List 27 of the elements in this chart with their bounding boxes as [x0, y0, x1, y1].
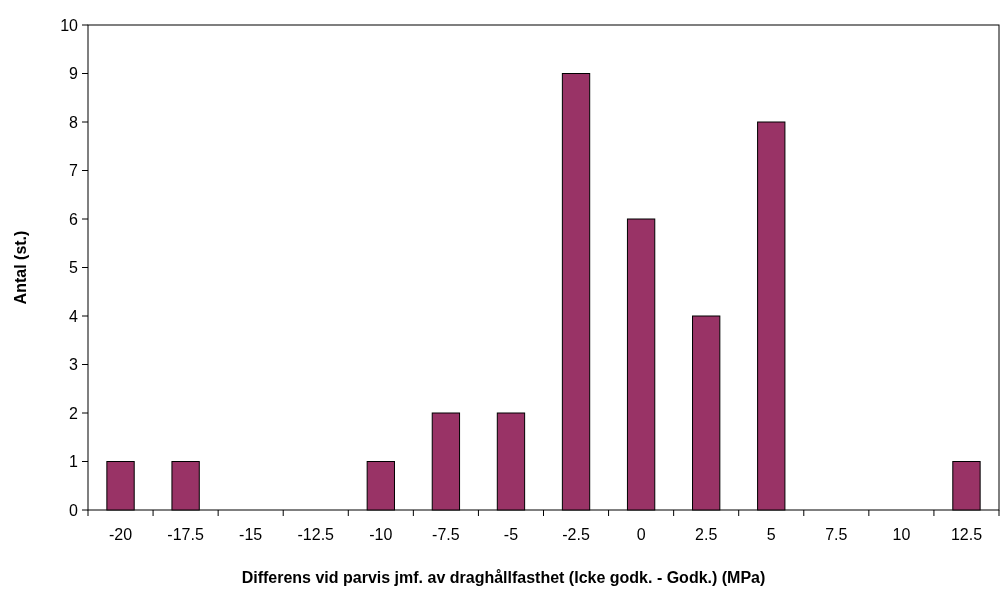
y-tick-label: 1	[69, 453, 79, 471]
x-tick-label: -7.5	[432, 526, 460, 543]
x-axis-title: Differens vid parvis jmf. av draghållfasthet (Icke godk. - Godk.) (MPa)	[241, 569, 766, 586]
y-tick-label: 2	[69, 404, 79, 422]
x-tick-label: -15	[239, 526, 263, 543]
y-tick-label: 10	[60, 16, 79, 34]
x-tick-label: -17.5	[167, 526, 204, 543]
y-axis-title: Antal (st.)	[12, 230, 29, 305]
x-tick-label: 5	[766, 526, 776, 543]
y-tick-label: 7	[69, 162, 79, 180]
x-tick-label: -5	[503, 526, 519, 543]
x-tick-label: 12.5	[950, 526, 983, 543]
x-tick-label: -2.5	[562, 526, 590, 543]
y-tick-label: 4	[69, 307, 79, 325]
x-tick-label: -10	[369, 526, 393, 543]
x-tick-label: 7.5	[825, 526, 848, 543]
y-tick-label: 8	[69, 113, 79, 131]
y-tick-label: 0	[69, 501, 79, 519]
x-tick-label: 10	[892, 526, 911, 543]
x-tick-label: 0	[636, 526, 646, 543]
x-tick-label: 2.5	[695, 526, 718, 543]
x-tick-label: -20	[108, 526, 133, 543]
y-tick-label: 6	[69, 210, 79, 228]
x-tick-label: -12.5	[297, 526, 335, 543]
y-tick-label: 5	[69, 259, 79, 277]
y-tick-label: 3	[69, 356, 79, 374]
y-tick-label: 9	[69, 65, 79, 83]
